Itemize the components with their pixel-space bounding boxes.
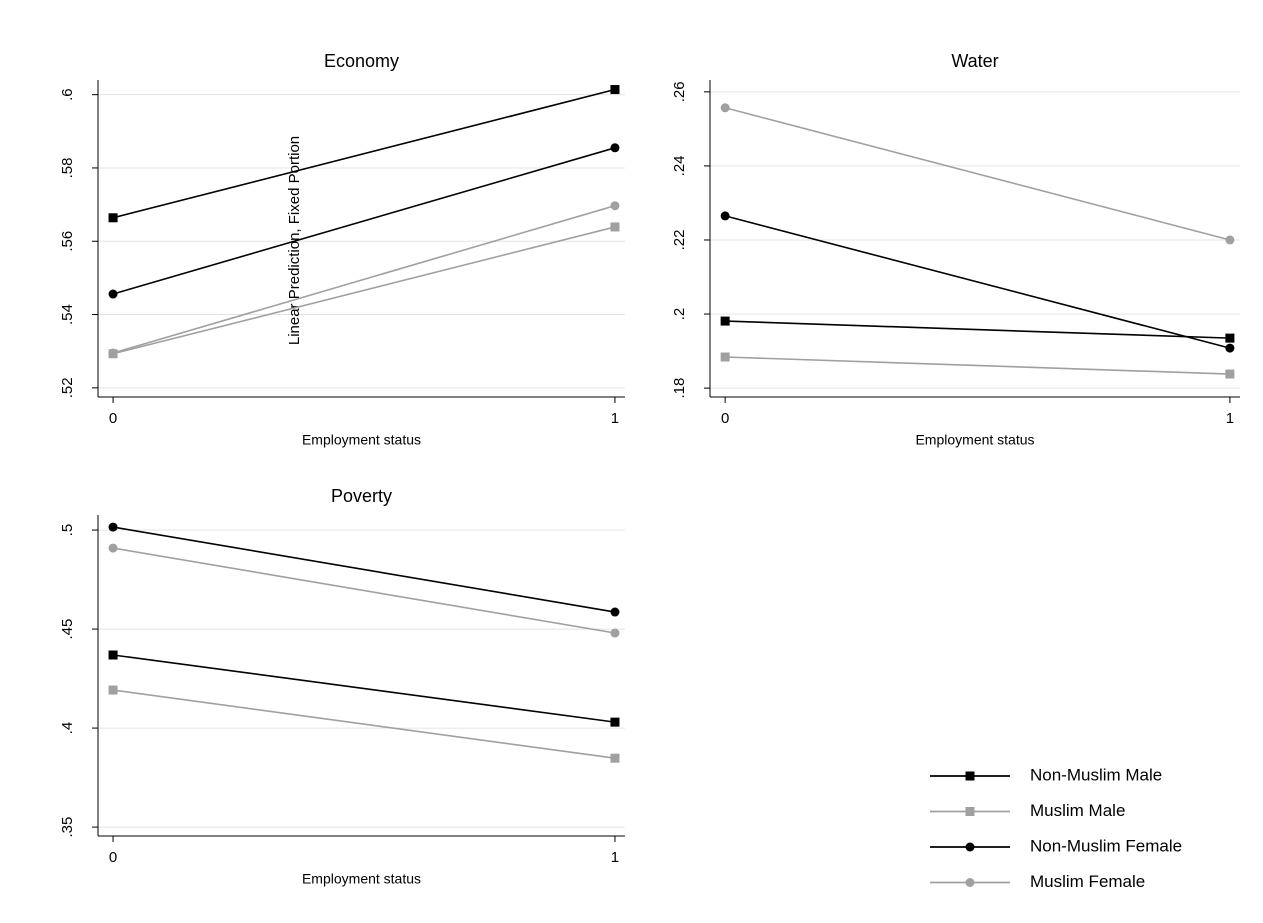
marker: [965, 807, 975, 816]
marker: [108, 348, 118, 358]
marker: [1225, 235, 1235, 245]
marker: [108, 213, 118, 223]
marker: [610, 628, 620, 638]
marker: [720, 103, 730, 113]
y-tick-label: .22: [671, 230, 688, 251]
y-tick-label: .35: [59, 817, 76, 838]
series-line: [112, 226, 616, 355]
y-tick-label: .5: [59, 524, 76, 537]
legend-label: Non-Muslim Female: [1030, 836, 1182, 855]
x-tick-label: 0: [109, 849, 117, 866]
legend-label: Muslim Male: [1030, 801, 1125, 820]
x-tick-label: 1: [1226, 410, 1234, 427]
panel-title: Poverty: [331, 486, 392, 506]
marker: [720, 316, 730, 326]
marker: [1225, 333, 1235, 343]
y-tick-label: .56: [59, 231, 76, 252]
legend-label: Muslim Female: [1030, 872, 1145, 891]
legend-label: Non-Muslim Male: [1030, 765, 1162, 784]
marker: [108, 650, 118, 660]
series-line: [112, 88, 616, 219]
marker: [108, 685, 118, 695]
marker: [720, 211, 730, 221]
marker: [108, 522, 118, 532]
marker: [1225, 369, 1235, 379]
series-line: [112, 204, 616, 354]
marker: [720, 352, 730, 362]
series-line: [112, 547, 616, 634]
y-tick-label: .18: [671, 378, 688, 399]
x-tick-label: 1: [611, 849, 619, 866]
panel-title: Economy: [324, 51, 399, 71]
series-line: [112, 654, 616, 723]
series-line: [112, 147, 616, 295]
panel-title: Water: [951, 51, 998, 71]
x-tick-label: 0: [721, 410, 729, 427]
series-line: [112, 526, 616, 613]
marker: [610, 717, 620, 727]
x-tick-label: 0: [109, 410, 117, 427]
series-line: [725, 356, 1230, 375]
y-tick-label: .4: [59, 722, 76, 735]
marker: [1225, 343, 1235, 353]
y-tick-label: .24: [671, 155, 688, 176]
y-tick-label: .6: [59, 88, 76, 101]
series-line: [112, 689, 616, 759]
marker: [965, 842, 975, 852]
marker: [610, 143, 620, 153]
marker: [610, 85, 620, 95]
series-line: [724, 107, 1231, 241]
y-tick-label: .26: [671, 81, 688, 102]
series-line: [724, 215, 1231, 349]
x-axis-label: Employment status: [915, 432, 1034, 448]
marker: [610, 222, 620, 232]
marker: [610, 607, 620, 617]
series-line: [725, 320, 1230, 339]
marker: [610, 201, 620, 211]
x-axis-label: Employment status: [302, 432, 421, 448]
y-tick-label: .58: [59, 158, 76, 179]
y-tick-label: .52: [59, 377, 76, 398]
marker: [965, 878, 975, 887]
y-tick-label: .45: [59, 619, 76, 640]
marker: [610, 753, 620, 763]
marker: [108, 543, 118, 553]
y-tick-label: .2: [671, 308, 688, 321]
x-tick-label: 1: [611, 410, 619, 427]
y-tick-label: .54: [59, 304, 76, 325]
marker: [965, 771, 975, 781]
marker: [108, 289, 118, 299]
x-axis-label: Employment status: [302, 871, 421, 887]
